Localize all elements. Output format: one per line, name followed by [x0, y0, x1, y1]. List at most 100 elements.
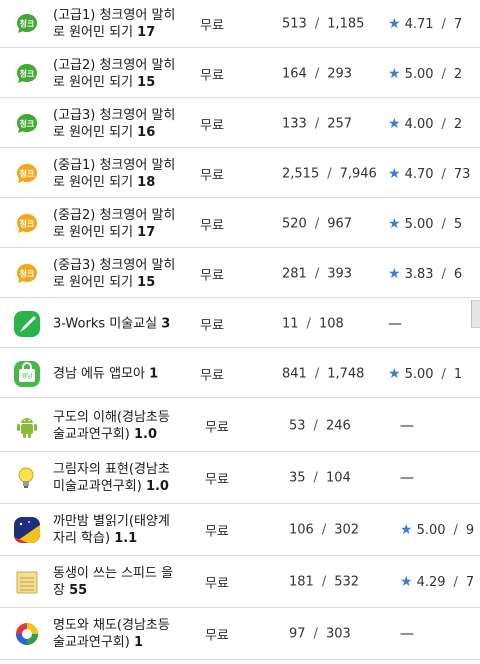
- rating-separator: /: [441, 266, 446, 282]
- price-label: 무료: [200, 68, 224, 83]
- count-separator: /: [314, 66, 320, 81]
- no-rating-dash: —: [388, 315, 402, 332]
- rating-separator: /: [441, 216, 446, 232]
- rating: ★ 4.70 / 73: [388, 166, 470, 182]
- no-rating-dash: —: [400, 625, 414, 642]
- app-title[interactable]: (고급3) 청크영어 말히 로 원어민 되기 16: [53, 107, 176, 140]
- active-installs: 281: [282, 266, 307, 281]
- star-icon: ★: [388, 365, 401, 382]
- app-row[interactable]: 명도와 채도(경남초등 술교과연구회) 1 무료 97 / 303 —: [0, 608, 480, 660]
- total-installs: 967: [327, 216, 353, 231]
- app-title[interactable]: 그림자의 표현(경남초 미술교과연구회) 1.0: [53, 461, 170, 494]
- app-title[interactable]: 명도와 채도(경남초등 술교과연구회) 1: [53, 617, 170, 650]
- rating-separator: /: [453, 522, 458, 538]
- svg-text:청크: 청크: [20, 168, 35, 178]
- star-icon: ★: [388, 165, 401, 182]
- app-row[interactable]: 청크 (고급2) 청크영어 말히 로 원어민 되기 15 무료 164 / 293 ★ 5.00…: [0, 50, 480, 98]
- active-installs: 53: [289, 418, 306, 433]
- no-rating-dash: —: [400, 469, 414, 486]
- rating-separator: /: [441, 16, 446, 32]
- app-version-number: 17: [137, 24, 156, 40]
- total-installs: 293: [327, 66, 353, 81]
- app-row[interactable]: 청크 (고급1) 청크영어 말히 로 원어민 되기 17 무료 513 / 1,185 ★ 4.…: [0, 0, 480, 48]
- price-label: 무료: [205, 628, 229, 643]
- app-title[interactable]: (중급2) 청크영어 말히 로 원어민 되기 17: [53, 207, 176, 240]
- star-icon: ★: [388, 115, 401, 132]
- total-installs: 257: [327, 116, 353, 131]
- app-row[interactable]: 구도의 이해(경남초등 술교과연구회) 1.0 무료 53 / 246 —: [0, 400, 480, 452]
- star-icon: ★: [388, 265, 401, 282]
- total-installs: 302: [334, 522, 360, 537]
- count-separator: /: [321, 522, 327, 537]
- app-row[interactable]: 까만밤 별읽기(태양계 자리 학습) 1.1 무료 106 / 302 ★ 5.00 / 9: [0, 504, 480, 556]
- rating: ★ 4.00 / 2: [388, 116, 462, 132]
- active-installs: 181: [289, 574, 314, 589]
- app-title[interactable]: 구도의 이해(경남초등 술교과연구회) 1.0: [53, 409, 170, 442]
- price-label: 무료: [200, 318, 224, 333]
- app-title[interactable]: 경남 에듀 앱모아 1: [53, 366, 159, 381]
- brush-icon: [14, 310, 40, 337]
- active-installs: 97: [289, 626, 306, 641]
- rating: ★ 5.00 / 1: [388, 366, 462, 382]
- count-separator: /: [321, 574, 327, 589]
- chunk-orange-icon: 청크: [14, 160, 40, 187]
- price-label: 무료: [200, 168, 224, 183]
- chunk-orange-icon: 청크: [14, 260, 40, 287]
- active-installs: 513: [282, 16, 307, 31]
- app-row[interactable]: 청크 (중급2) 청크영어 말히 로 원어민 되기 17 무료 520 / 967 ★ 5.00…: [0, 200, 480, 248]
- count-separator: /: [314, 266, 320, 281]
- scroll-handle[interactable]: [471, 300, 480, 328]
- svg-text:청크: 청크: [20, 268, 35, 278]
- count-separator: /: [314, 216, 320, 231]
- app-title[interactable]: (중급1) 청크영어 말히 로 원어민 되기 18: [53, 157, 176, 190]
- total-installs: 7,946: [339, 166, 377, 181]
- review-count: 2: [453, 66, 463, 82]
- active-installs: 35: [289, 470, 306, 485]
- app-version-number: 55: [69, 582, 88, 598]
- price-label: 무료: [200, 18, 224, 33]
- app-title[interactable]: 까만밤 별읽기(태양계 자리 학습) 1.1: [53, 513, 170, 546]
- svg-text:청크: 청크: [20, 218, 35, 228]
- app-version-number: 15: [137, 74, 156, 90]
- count-separator: /: [313, 418, 318, 433]
- total-installs: 393: [327, 266, 353, 281]
- edu-bag-icon: 경남: [14, 360, 40, 387]
- active-installs: 164: [282, 66, 307, 81]
- app-row[interactable]: 청크 (고급3) 청크영어 말히 로 원어민 되기 16 무료 133 / 257 ★ 4.00…: [0, 100, 480, 148]
- app-title[interactable]: (고급1) 청크영어 말히 로 원어민 되기 17: [53, 7, 176, 40]
- install-count: 281 / 393: [282, 266, 352, 281]
- rating-value: 4.29: [416, 574, 446, 590]
- count-separator: /: [327, 166, 332, 181]
- install-count: 520 / 967: [282, 216, 352, 231]
- app-version-number: 1.0: [133, 426, 157, 442]
- total-installs: 532: [334, 574, 360, 589]
- app-row[interactable]: 3-Works 미술교실 3 무료 11 / 108 —: [0, 300, 480, 348]
- price-label: 무료: [205, 420, 229, 435]
- review-count: 7: [465, 574, 475, 590]
- active-installs: 106: [289, 522, 314, 537]
- app-version-number: 18: [137, 174, 156, 190]
- app-row[interactable]: 경남 경남 에듀 앱모아 1 무료 841 / 1,748 ★ 5.00 / 1: [0, 350, 480, 398]
- app-row[interactable]: 그림자의 표현(경남초 미술교과연구회) 1.0 무료 35 / 104 —: [0, 452, 480, 504]
- active-installs: 2,515: [282, 166, 320, 181]
- rating: ★ 5.00 / 5: [388, 216, 462, 232]
- price-label: 무료: [200, 368, 224, 383]
- count-separator: /: [313, 626, 318, 641]
- app-row[interactable]: 청크 (중급1) 청크영어 말히 로 원어민 되기 18 무료 2,515 / 7,946 ★…: [0, 150, 480, 198]
- app-title[interactable]: (중급3) 청크영어 말히 로 원어민 되기 15: [53, 257, 176, 290]
- count-separator: /: [314, 116, 320, 131]
- app-row[interactable]: 청크 (중급3) 청크영어 말히 로 원어민 되기 15 무료 281 / 393 ★ 3.83…: [0, 250, 480, 298]
- app-version-number: 16: [137, 124, 156, 140]
- review-count: 1: [453, 366, 463, 382]
- total-installs: 104: [325, 470, 351, 485]
- svg-text:청크: 청크: [20, 68, 35, 78]
- rating-separator: /: [441, 366, 446, 382]
- chunk-green-icon: 청크: [14, 110, 40, 137]
- app-title[interactable]: (고급2) 청크영어 말히 로 원어민 되기 15: [53, 57, 176, 90]
- install-count: 2,515 / 7,946: [282, 166, 377, 181]
- app-title[interactable]: 3-Works 미술교실 3: [53, 316, 171, 331]
- svg-text:청크: 청크: [20, 18, 35, 28]
- review-count: 6: [453, 266, 463, 282]
